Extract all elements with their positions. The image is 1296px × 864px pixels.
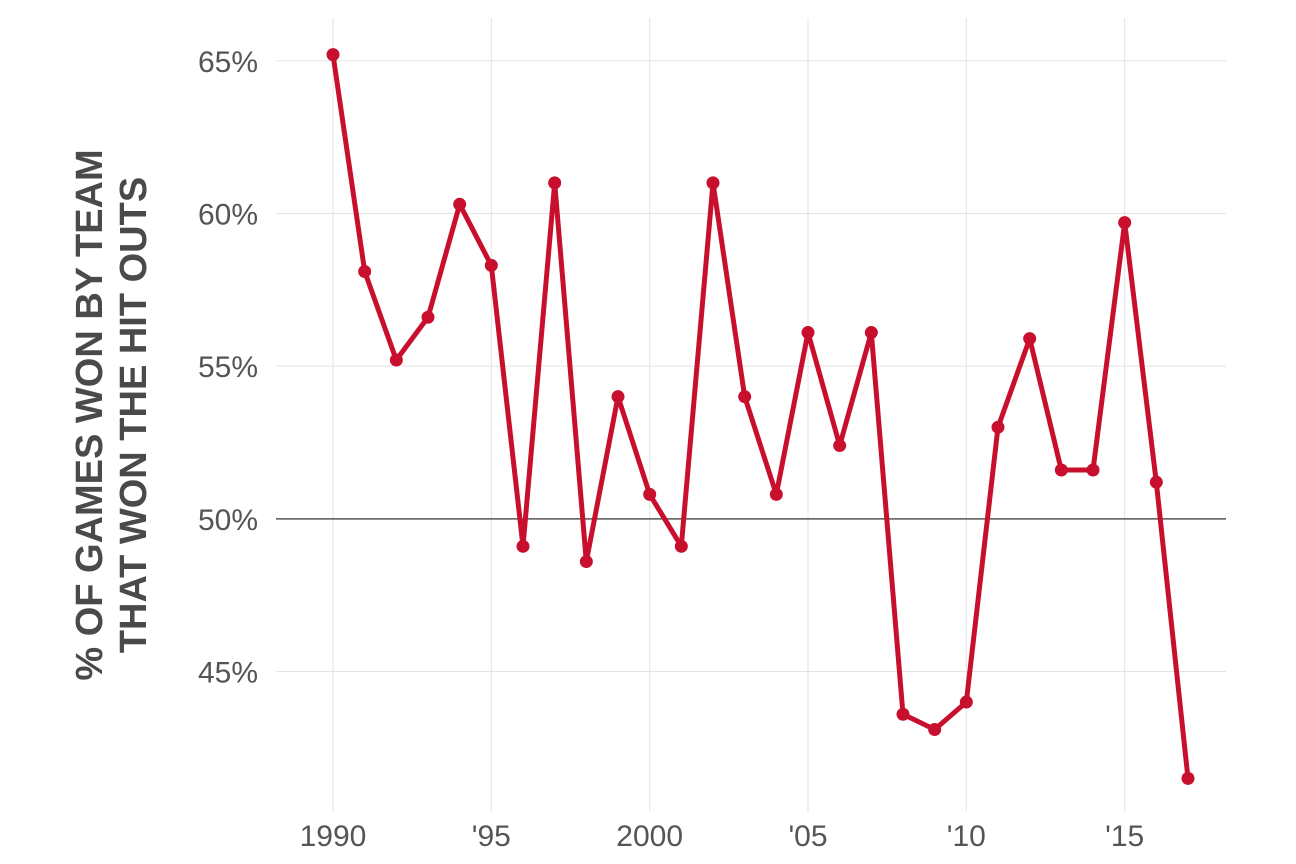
y-tick-label: 65% (198, 46, 258, 79)
grid-lines (276, 18, 1226, 812)
x-tick-label: '05 (788, 820, 827, 853)
data-point (833, 439, 847, 453)
x-tick-label: '15 (1105, 820, 1144, 853)
data-point (1181, 771, 1195, 785)
data-point (769, 487, 783, 501)
y-tick-label: 55% (198, 351, 258, 384)
data-point (801, 326, 815, 340)
data-point (358, 264, 372, 278)
x-tick-label: 1990 (300, 820, 367, 853)
y-tick-label: 50% (198, 504, 258, 537)
data-point (1086, 463, 1100, 477)
series-line (330, 52, 1191, 781)
data-point (516, 539, 530, 553)
y-axis-title-line-1: % OF GAMES WON BY TEAM (69, 149, 111, 680)
y-axis-title-line-2: THAT WON THE HIT OUTS (113, 177, 155, 653)
x-tick-label: 2000 (616, 820, 683, 853)
data-point (674, 539, 688, 553)
data-point (1149, 475, 1163, 489)
data-point (896, 707, 910, 721)
data-point (1118, 216, 1132, 230)
data-point (1054, 463, 1068, 477)
data-point (1023, 332, 1037, 346)
data-point (738, 390, 752, 404)
series-group (326, 48, 1195, 785)
data-point (706, 176, 720, 190)
data-point (959, 695, 973, 709)
data-point (326, 48, 340, 62)
data-point (484, 258, 498, 272)
y-tick-label: 45% (198, 657, 258, 690)
data-point (579, 555, 593, 569)
data-point (991, 420, 1005, 434)
data-point (864, 326, 878, 340)
data-point (389, 353, 403, 367)
data-point (928, 723, 942, 737)
data-point (548, 176, 562, 190)
x-tick-label: '10 (947, 820, 986, 853)
y-tick-label: 60% (198, 198, 258, 231)
x-tick-label: '95 (472, 820, 511, 853)
y-tick-labels: 45% 50% 55% 60% 65% (198, 46, 258, 690)
x-tick-labels: 1990 '95 2000 '05 '10 '15 (300, 820, 1145, 853)
y-axis-title: % OF GAMES WON BY TEAM THAT WON THE HIT … (69, 149, 155, 680)
data-point (643, 487, 657, 501)
data-point (611, 390, 625, 404)
data-point (421, 310, 435, 324)
data-point (453, 197, 467, 211)
